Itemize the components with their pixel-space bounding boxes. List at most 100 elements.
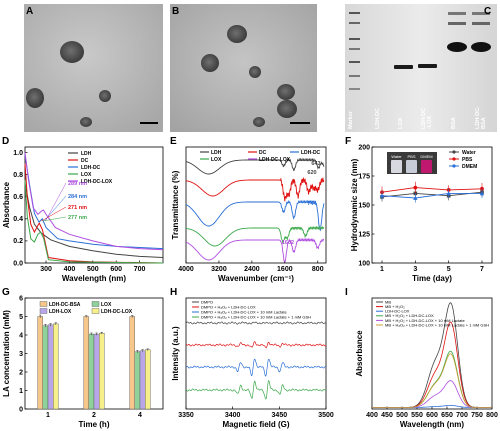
bar <box>93 333 100 410</box>
panel-c-gel: Marker LDH-DC LOX LDH-DC -LOX BSA LDH-DC- BSA <box>345 4 497 132</box>
scale-bar <box>140 122 158 124</box>
x-tick-label: 3350 <box>178 412 194 419</box>
legend-label: DC <box>81 158 89 164</box>
legend-label: LDH-DC-LOX <box>101 309 133 315</box>
x-tick-label: 700 <box>456 412 468 419</box>
legend-label: PBS <box>462 157 473 163</box>
legend-label: LDH-LOX <box>49 309 72 315</box>
bar <box>53 323 59 410</box>
legend-label: LDH-DC-LOX <box>259 157 291 163</box>
panel-label-h: H <box>170 287 177 298</box>
series-line <box>24 183 164 258</box>
legend-label: Water <box>462 150 476 156</box>
gel-band-ldh-dc-bsa-top <box>472 12 490 15</box>
annotation-label: 1602 <box>282 240 294 246</box>
panel-f-size-chart: 1 3 5 7 100 125 150 175 200 Time (day) Hydrodynami… <box>350 144 493 283</box>
data-point <box>413 195 418 200</box>
x-axis-label: Time (day) <box>412 274 452 283</box>
legend-swatch <box>91 301 100 307</box>
x-tick-label: 1 <box>380 266 384 273</box>
x-axis-label: Magnetic field (G) <box>222 420 289 429</box>
legend-label: LDH <box>81 151 92 157</box>
gel-lane-label: LDH-DC <box>375 108 381 129</box>
annotation-label: 284 nm <box>68 194 87 200</box>
x-axis-label: Wavenumber (cm⁻¹) <box>218 274 294 283</box>
series-line <box>381 191 483 198</box>
legend-label: DMPO <box>201 299 213 304</box>
legend-label: LDH-DC-BSA <box>49 302 81 308</box>
panel-label-f: F <box>345 136 351 147</box>
x-tick-label: 3 <box>413 266 417 273</box>
series-line <box>372 353 492 408</box>
y-tick-label: 100 <box>358 260 370 267</box>
inset-vial <box>391 160 402 173</box>
x-tick-label: 400 <box>366 412 378 419</box>
panel-label-d: D <box>2 136 9 147</box>
y-tick-label: 0.0 <box>13 260 23 267</box>
panel-a-tem-image <box>24 4 163 132</box>
x-tick-label: 1600 <box>277 266 293 273</box>
gel-band-bsa-top <box>448 12 466 15</box>
gel-band-ldh-dc-bsa-mid <box>472 22 490 25</box>
series-line <box>372 350 492 408</box>
legend-label: MB <box>385 299 391 304</box>
panel-label-i: I <box>345 287 348 298</box>
legend-label: MB + H₂O₂ + LDH-DC-LOX <box>385 313 434 318</box>
panel-d-uv-vis-chart: 300 400 500 600 700 0.0 0.2 0.4 0.6 0.8 1.0 Wavelen… <box>2 146 164 283</box>
legend-label: LOX <box>211 157 222 163</box>
y-axis-label: Absorbance <box>355 330 364 377</box>
x-tick-label: 500 <box>396 412 408 419</box>
x-tick-label: 700 <box>134 266 146 273</box>
legend-label: LDH <box>211 150 222 156</box>
y-tick-label: 4 <box>19 332 23 339</box>
y-tick-label: 0 <box>19 406 23 413</box>
legend-label: DMPO + H₂O₂ + LDH-DC-LOX + 10 mM Lactate… <box>201 314 311 319</box>
panel-b-tem-image <box>170 4 317 132</box>
panel-i-mb-chart: 400 450 500 550 600 650 700 750 800 Wavelength (n… <box>355 297 498 429</box>
bar <box>37 316 43 410</box>
panel-label-a: A <box>26 6 33 17</box>
x-tick-label: 500 <box>87 266 99 273</box>
annotation-label: 744 <box>307 201 317 207</box>
nanoparticle <box>249 66 261 78</box>
y-tick-label: 5 <box>19 314 23 321</box>
x-axis-label: Wavelength (nm) <box>400 420 464 429</box>
series-line <box>185 321 327 325</box>
scale-bar <box>290 122 310 124</box>
annotation-leader <box>42 216 67 222</box>
gel-band-bsa-mid <box>448 22 466 25</box>
nanoparticle <box>26 88 44 108</box>
plot-frame <box>24 146 164 264</box>
bar <box>139 350 146 410</box>
gel-band-ldh-dc-bsa <box>471 42 491 52</box>
bar <box>129 316 136 410</box>
y-tick-label: 2 <box>19 369 23 376</box>
series-line <box>185 199 325 232</box>
x-tick-label: 7 <box>480 266 484 273</box>
legend-label: MB + H₂O₂ <box>385 304 405 309</box>
y-tick-label: 150 <box>358 202 370 209</box>
y-axis-label: Transmittance (%) <box>171 170 180 239</box>
x-tick-label: 4 <box>138 412 142 419</box>
bar <box>144 349 151 410</box>
y-axis-label: Intensity (a.u.) <box>171 326 180 381</box>
gel-lane-label: BSA <box>481 117 487 129</box>
nanoparticle <box>253 117 265 127</box>
gel-lane-label: LDH-DC- <box>475 106 481 129</box>
y-tick-label: 0.2 <box>13 238 23 245</box>
legend-label: DMEM <box>462 164 477 170</box>
bar <box>134 351 141 410</box>
annotation-label: 271 nm <box>68 205 87 211</box>
x-tick-label: 4000 <box>178 266 194 273</box>
y-tick-label: 0.4 <box>13 216 23 223</box>
panel-e-ftir-chart: 4000 3200 2400 1600 800 Wavenumber (cm⁻¹) Tran… <box>171 146 327 283</box>
series-line <box>185 157 325 175</box>
x-tick-label: 3450 <box>272 412 288 419</box>
legend-label: DMPO + H₂O₂ + LDH-DC-LOX <box>201 304 256 309</box>
y-tick-label: 0.8 <box>13 172 23 179</box>
panel-label-b: B <box>172 6 179 17</box>
bar <box>88 333 95 410</box>
x-tick-label: 5 <box>447 266 451 273</box>
legend-label: LDH-DC <box>301 150 321 156</box>
